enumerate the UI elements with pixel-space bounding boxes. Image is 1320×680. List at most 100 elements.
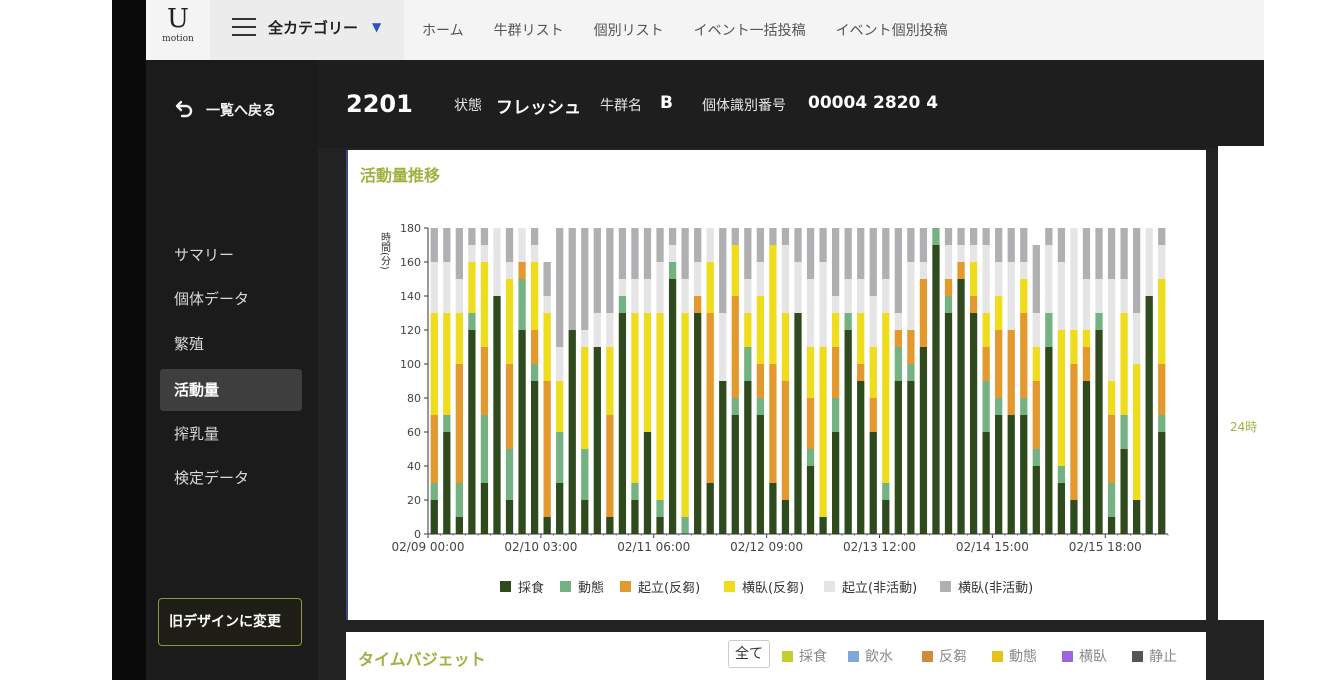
bar-segment xyxy=(1133,500,1141,534)
budget-legend-active[interactable]: 動態 xyxy=(992,646,1037,666)
bar-segment xyxy=(995,228,1003,262)
chevron-down-icon[interactable]: ▼ xyxy=(372,20,382,34)
bar-segment xyxy=(907,262,915,330)
nav-link-home[interactable]: ホーム xyxy=(422,23,464,39)
bar-segment xyxy=(819,262,827,347)
budget-legend-ruminating[interactable]: 反芻 xyxy=(922,646,967,666)
y-tick-label: 180 xyxy=(400,222,421,235)
nav-link-bulk-event-post[interactable]: イベント一括投稿 xyxy=(693,23,806,39)
bar-segment xyxy=(794,313,802,534)
bar-segment xyxy=(694,262,702,296)
bar-segment xyxy=(831,228,840,296)
category-selector[interactable]: 全カテゴリー ▼ xyxy=(210,0,404,60)
bar-segment xyxy=(656,228,664,262)
bar-segment xyxy=(894,381,902,534)
bar-segment xyxy=(731,398,739,415)
bar-segment xyxy=(430,228,438,262)
bar-segment xyxy=(505,364,514,449)
sidebar-item-breeding[interactable]: 繁殖 xyxy=(174,335,205,353)
filter-all-button[interactable]: 全て xyxy=(728,640,770,668)
bar-segment xyxy=(944,279,953,296)
nav-link-herd-list[interactable]: 牛群リスト xyxy=(493,23,564,39)
nav-link-individual-list[interactable]: 個別リスト xyxy=(593,23,664,39)
old-design-button[interactable]: 旧デザインに変更 xyxy=(158,598,302,646)
bar-segment xyxy=(618,279,627,296)
bar-segment xyxy=(969,296,978,313)
sidebar-item-test-data[interactable]: 検定データ xyxy=(174,469,250,487)
bar-segment xyxy=(957,245,965,262)
bar-segment xyxy=(480,228,489,245)
bar-segment xyxy=(781,381,790,500)
bar-segment xyxy=(894,347,902,381)
bar-segment xyxy=(643,279,652,313)
logo-subtext: motion xyxy=(162,34,194,44)
budget-legend-lying[interactable]: 横臥 xyxy=(1062,646,1107,666)
bar-segment xyxy=(1082,279,1091,330)
bar-segment xyxy=(443,415,451,432)
bar-segment xyxy=(681,279,689,313)
bar-segment xyxy=(1020,228,1028,262)
bar-segment xyxy=(944,228,953,245)
hamburger-menu-icon[interactable] xyxy=(232,18,256,38)
bar-segment xyxy=(1032,313,1040,347)
back-to-list-link[interactable]: 一覧へ戻る xyxy=(174,100,276,120)
bar-segment xyxy=(1007,415,1015,534)
bar-segment xyxy=(530,262,539,330)
sidebar-item-activity[interactable]: 活動量 xyxy=(160,369,302,411)
bar-segment xyxy=(1082,381,1091,534)
bar-segment xyxy=(882,483,890,500)
bar-segment xyxy=(794,228,802,262)
bar-segment xyxy=(1133,364,1141,500)
bar-segment xyxy=(556,432,564,483)
bar-segment xyxy=(1158,279,1166,364)
bar-segment xyxy=(995,398,1003,415)
back-arrow-icon xyxy=(175,100,193,118)
bar-segment xyxy=(1082,347,1091,381)
bar-segment xyxy=(1032,449,1040,466)
bar-segment xyxy=(1145,228,1153,296)
bar-segment xyxy=(518,262,526,279)
sidebar-item-summary[interactable]: サマリー xyxy=(174,246,235,264)
bar-segment xyxy=(1020,262,1028,279)
bar-segment xyxy=(556,228,564,347)
sidebar-item-milk-yield[interactable]: 搾乳量 xyxy=(174,425,220,443)
bar-segment xyxy=(894,313,902,330)
u-motion-logo[interactable]: U motion xyxy=(146,0,210,60)
bar-segment xyxy=(844,313,852,330)
bar-segment xyxy=(493,296,501,534)
budget-legend-feeding[interactable]: 採食 xyxy=(782,646,827,666)
bar-segment xyxy=(455,483,463,517)
bar-segment xyxy=(681,517,689,534)
bar-segment xyxy=(957,228,965,245)
bar-segment xyxy=(1095,313,1103,330)
bar-segment xyxy=(731,228,739,245)
bar-segment xyxy=(731,245,739,296)
bar-segment xyxy=(882,228,890,279)
budget-legend-drinking[interactable]: 飲水 xyxy=(848,646,893,666)
bar-segment xyxy=(581,347,589,449)
bar-segment xyxy=(455,228,463,279)
bar-segment xyxy=(631,483,639,500)
bar-segment xyxy=(1158,432,1166,534)
bar-segment xyxy=(781,313,790,381)
right-panel-text: 24時 xyxy=(1230,420,1258,434)
bar-segment xyxy=(455,517,463,534)
bar-segment xyxy=(756,228,765,262)
nav-link-individual-event-post[interactable]: イベント個別投稿 xyxy=(835,23,948,39)
budget-legend-still[interactable]: 静止 xyxy=(1132,646,1177,666)
bar-segment xyxy=(656,500,664,517)
activity-stacked-bar-chart: 0 20 40 60 80 100 120 140 160 180 時間(分) 02/09 00:00… xyxy=(379,222,1169,596)
bar-segment xyxy=(982,228,990,245)
bar-segment xyxy=(694,313,702,534)
status-label: 状態 xyxy=(454,98,482,114)
bar-segment xyxy=(518,279,526,330)
bar-segment xyxy=(543,313,551,381)
bar-segment xyxy=(831,296,840,313)
bar-segment xyxy=(731,415,739,534)
legend-swatch xyxy=(940,581,951,592)
bar-segment xyxy=(656,517,664,534)
bar-segment xyxy=(781,500,790,534)
sidebar-item-individual-data[interactable]: 個体データ xyxy=(174,290,250,308)
bar-segment xyxy=(1107,228,1116,279)
bar-segment xyxy=(806,347,815,398)
